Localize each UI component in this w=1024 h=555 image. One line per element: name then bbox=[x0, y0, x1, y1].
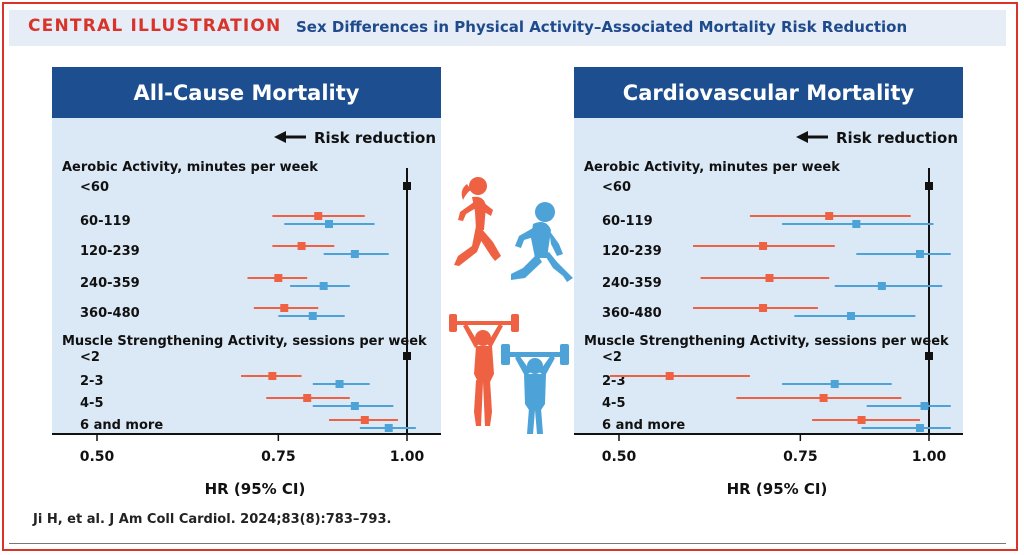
reference-marker bbox=[403, 352, 411, 360]
citation: Ji H, et al. J Am Coll Cardiol. 2024;83(… bbox=[33, 512, 392, 527]
x-tick-label: 0.75 bbox=[783, 449, 818, 465]
female-hr-marker bbox=[825, 212, 834, 220]
x-tick-label: 1.00 bbox=[912, 449, 947, 465]
x-tick-label: 1.00 bbox=[390, 449, 425, 465]
runners-icon bbox=[454, 177, 573, 282]
weightlifters-icon bbox=[449, 314, 569, 434]
x-tick-label: 0.75 bbox=[261, 449, 296, 465]
male-hr-marker bbox=[852, 220, 861, 228]
row-label: 6 and more bbox=[602, 418, 685, 433]
section-label: Muscle Strengthening Activity, sessions … bbox=[584, 334, 949, 349]
female-hr-marker bbox=[759, 304, 768, 312]
male-hr-marker bbox=[350, 402, 359, 410]
male-runner-icon bbox=[511, 202, 573, 282]
row-label: <2 bbox=[602, 350, 622, 365]
row-label: 4-5 bbox=[80, 396, 104, 411]
row-label: 60-119 bbox=[80, 214, 131, 229]
row-label: 360-480 bbox=[602, 306, 662, 321]
section-label: Aerobic Activity, minutes per week bbox=[584, 160, 840, 175]
male-hr-marker bbox=[325, 220, 334, 228]
female-hr-marker bbox=[314, 212, 323, 220]
reference-marker bbox=[403, 182, 411, 190]
male-hr-marker bbox=[847, 312, 856, 320]
female-hr-marker bbox=[297, 242, 306, 250]
illustration-title: Sex Differences in Physical Activity–Ass… bbox=[296, 18, 908, 36]
row-label: 120-239 bbox=[602, 244, 662, 259]
male-hr-marker bbox=[308, 312, 317, 320]
row-label: 240-359 bbox=[80, 276, 140, 291]
x-tick-label: 0.50 bbox=[602, 449, 637, 465]
reference-marker bbox=[925, 352, 933, 360]
row-label: 2-3 bbox=[602, 374, 626, 389]
header-band bbox=[9, 10, 1006, 46]
female-hr-marker bbox=[857, 416, 866, 424]
female-hr-marker bbox=[360, 416, 369, 424]
male-hr-marker bbox=[915, 424, 924, 432]
reference-marker bbox=[925, 182, 933, 190]
section-label: Aerobic Activity, minutes per week bbox=[62, 160, 318, 175]
female-hr-marker bbox=[819, 394, 828, 402]
risk-reduction-arrowhead bbox=[274, 131, 286, 143]
all-cause-panel-title: All-Cause Mortality bbox=[52, 67, 441, 118]
female-hr-marker bbox=[765, 274, 774, 282]
male-hr-marker bbox=[335, 380, 344, 388]
male-hr-marker bbox=[920, 402, 929, 410]
row-label: <2 bbox=[80, 350, 100, 365]
male-hr-marker bbox=[384, 424, 393, 432]
row-label: 6 and more bbox=[80, 418, 163, 433]
female-hr-marker bbox=[665, 372, 674, 380]
risk-reduction-label: Risk reduction bbox=[836, 129, 958, 147]
x-tick-label: 0.50 bbox=[80, 449, 115, 465]
male-hr-marker bbox=[915, 250, 924, 258]
male-hr-marker bbox=[319, 282, 328, 290]
row-label: 240-359 bbox=[602, 276, 662, 291]
row-label: 360-480 bbox=[80, 306, 140, 321]
male-hr-marker bbox=[877, 282, 886, 290]
central-illustration-badge: CENTRAL ILLUSTRATION bbox=[28, 16, 282, 36]
row-label: <60 bbox=[80, 180, 109, 195]
x-axis-title: HR (95% CI) bbox=[205, 480, 306, 498]
row-label: 2-3 bbox=[80, 374, 104, 389]
section-label: Muscle Strengthening Activity, sessions … bbox=[62, 334, 427, 349]
risk-reduction-label: Risk reduction bbox=[314, 129, 436, 147]
female-hr-marker bbox=[280, 304, 289, 312]
male-hr-marker bbox=[830, 380, 839, 388]
row-label: 4-5 bbox=[602, 396, 626, 411]
row-label: 120-239 bbox=[80, 244, 140, 259]
female-runner-icon bbox=[454, 177, 501, 266]
row-label: 60-119 bbox=[602, 214, 653, 229]
all-cause-panel-background bbox=[52, 118, 441, 434]
female-hr-marker bbox=[303, 394, 312, 402]
bottom-divider bbox=[9, 543, 1006, 544]
female-hr-marker bbox=[759, 242, 768, 250]
risk-reduction-arrowhead bbox=[796, 131, 808, 143]
male-hr-marker bbox=[350, 250, 359, 258]
female-hr-marker bbox=[268, 372, 277, 380]
male-weightlifter-icon bbox=[501, 344, 569, 434]
female-hr-marker bbox=[274, 274, 283, 282]
row-label: <60 bbox=[602, 180, 631, 195]
x-axis-title: HR (95% CI) bbox=[727, 480, 828, 498]
cardiovascular-panel-title: Cardiovascular Mortality bbox=[574, 67, 963, 118]
female-weightlifter-icon bbox=[449, 314, 519, 426]
